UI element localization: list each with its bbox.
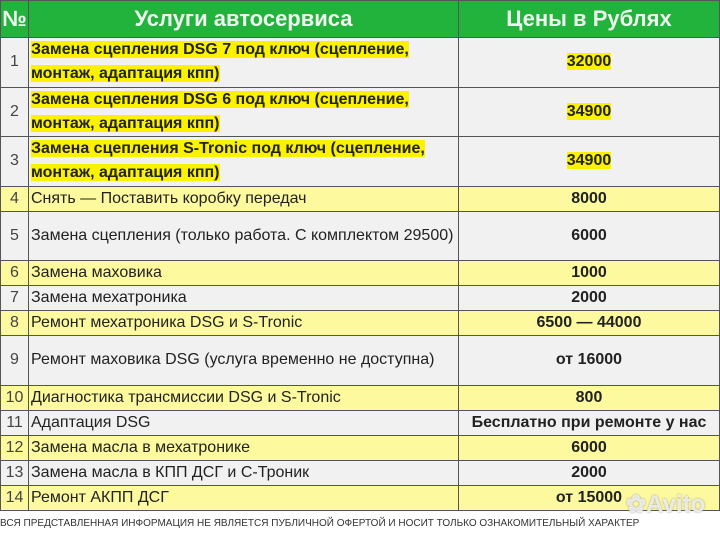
price-cell: 800 (458, 384, 720, 411)
price-table: № Услуги автосервиса Цены в Рублях 1 Зам… (0, 0, 720, 511)
table-row: 8 Ремонт мехатроника DSG и S-Tronic 6500… (0, 310, 720, 336)
row-number: 9 (0, 335, 29, 386)
table-row: 13 Замена масла в КПП ДСГ и С-Троник 200… (0, 459, 720, 486)
price-value: 34900 (566, 102, 612, 120)
service-name: Замена масла в мехатронике (31, 438, 251, 456)
row-number: 8 (0, 310, 29, 336)
row-number: 3 (0, 136, 29, 187)
service-name: Замена маховика (31, 264, 162, 281)
table-row: 3 Замена сцепления S-Tronic под ключ (сц… (0, 136, 720, 187)
price-value: 34900 (566, 152, 612, 170)
table-row: 7 Замена мехатроника 2000 (0, 285, 720, 311)
service-name: Замена сцепления (только работа. С компл… (31, 226, 454, 244)
row-number: 10 (0, 384, 29, 411)
header-price: Цены в Рублях (458, 0, 720, 38)
service-cell: Снять — Поставить коробку передач (28, 185, 459, 212)
price-value: 6000 (571, 226, 607, 244)
row-number: 6 (0, 260, 29, 286)
table-row: 5 Замена сцепления (только работа. С ком… (0, 210, 720, 261)
price-value: 2000 (571, 289, 607, 306)
row-number: 11 (0, 409, 29, 436)
service-cell: Замена сцепления (только работа. С компл… (28, 210, 459, 261)
price-value: 2000 (571, 463, 607, 481)
price-cell: Бесплатно при ремонте у нас (458, 409, 720, 436)
table-row: 1 Замена сцепления DSG 7 под ключ (сцепл… (0, 37, 720, 88)
header-service: Услуги автосервиса (28, 0, 459, 38)
row-number: 2 (0, 86, 29, 137)
service-name: Ремонт маховика DSG (услуга временно не … (31, 351, 435, 369)
row-number: 14 (0, 484, 29, 511)
service-name: Ремонт мехатроника DSG и S-Tronic (31, 314, 303, 331)
price-value: Бесплатно при ремонте у нас (471, 413, 707, 431)
service-cell: Замена масла в мехатронике (28, 434, 459, 461)
service-name: Снять — Поставить коробку передач (31, 189, 307, 207)
service-name: Адаптация DSG (31, 413, 151, 431)
price-value: 32000 (566, 53, 612, 71)
service-cell: Замена сцепления DSG 7 под ключ (сцеплен… (28, 37, 459, 88)
price-value: 6000 (571, 438, 607, 456)
service-name: Замена сцепления DSG 6 под ключ (сцеплен… (31, 90, 409, 132)
avito-watermark: ✿Avito (626, 491, 706, 518)
price-cell: 2000 (458, 285, 720, 311)
service-name: Замена мехатроника (31, 289, 187, 306)
table-row: 10 Диагностика трансмиссии DSG и S-Troni… (0, 384, 720, 411)
price-cell: от 16000 (458, 335, 720, 386)
row-number: 13 (0, 459, 29, 486)
price-cell: 34900 (458, 86, 720, 137)
row-number: 7 (0, 285, 29, 311)
service-cell: Ремонт мехатроника DSG и S-Tronic (28, 310, 459, 336)
table-header: № Услуги автосервиса Цены в Рублях (0, 0, 720, 38)
table-row: 14 Ремонт АКПП ДСГ от 15000 (0, 484, 720, 511)
price-value: от 16000 (555, 351, 623, 369)
row-number: 4 (0, 185, 29, 212)
header-number: № (0, 0, 29, 38)
table-row: 2 Замена сцепления DSG 6 под ключ (сцепл… (0, 86, 720, 137)
row-number: 12 (0, 434, 29, 461)
price-value: 8000 (571, 189, 607, 207)
price-value: 6500 — 44000 (536, 314, 642, 331)
service-cell: Замена сцепления S-Tronic под ключ (сцеп… (28, 136, 459, 187)
price-cell: 8000 (458, 185, 720, 212)
table-row: 6 Замена маховика 1000 (0, 260, 720, 286)
service-cell: Замена маховика (28, 260, 459, 286)
service-name: Замена сцепления S-Tronic под ключ (сцеп… (31, 140, 425, 182)
service-cell: Диагностика трансмиссии DSG и S-Tronic (28, 384, 459, 411)
disclaimer: ВСЯ ПРЕДСТАВЛЕННАЯ ИНФОРМАЦИЯ НЕ ЯВЛЯЕТС… (0, 518, 640, 529)
table-row: 12 Замена масла в мехатронике 6000 (0, 434, 720, 461)
table-row: 11 Адаптация DSG Бесплатно при ремонте у… (0, 409, 720, 436)
service-name: Диагностика трансмиссии DSG и S-Tronic (31, 388, 341, 406)
price-cell: 6500 — 44000 (458, 310, 720, 336)
price-cell: 1000 (458, 260, 720, 286)
price-cell: 2000 (458, 459, 720, 486)
service-name: Ремонт АКПП ДСГ (31, 488, 169, 506)
row-number: 5 (0, 210, 29, 261)
service-cell: Замена масла в КПП ДСГ и С-Троник (28, 459, 459, 486)
table-row: 4 Снять — Поставить коробку передач 8000 (0, 185, 720, 212)
price-cell: 34900 (458, 136, 720, 187)
service-name: Замена масла в КПП ДСГ и С-Троник (31, 463, 310, 481)
service-cell: Адаптация DSG (28, 409, 459, 436)
row-number: 1 (0, 37, 29, 88)
table-row: 9 Ремонт маховика DSG (услуга временно н… (0, 335, 720, 386)
service-name: Замена сцепления DSG 7 под ключ (сцеплен… (31, 41, 409, 83)
price-value: 800 (575, 388, 603, 406)
price-value: 1000 (571, 264, 607, 281)
service-cell: Замена сцепления DSG 6 под ключ (сцеплен… (28, 86, 459, 137)
price-cell: 32000 (458, 37, 720, 88)
price-value: от 15000 (555, 488, 623, 506)
service-cell: Замена мехатроника (28, 285, 459, 311)
service-cell: Ремонт АКПП ДСГ (28, 484, 459, 511)
price-cell: 6000 (458, 434, 720, 461)
service-cell: Ремонт маховика DSG (услуга временно не … (28, 335, 459, 386)
price-cell: 6000 (458, 210, 720, 261)
price-cell: от 15000 (458, 484, 720, 511)
